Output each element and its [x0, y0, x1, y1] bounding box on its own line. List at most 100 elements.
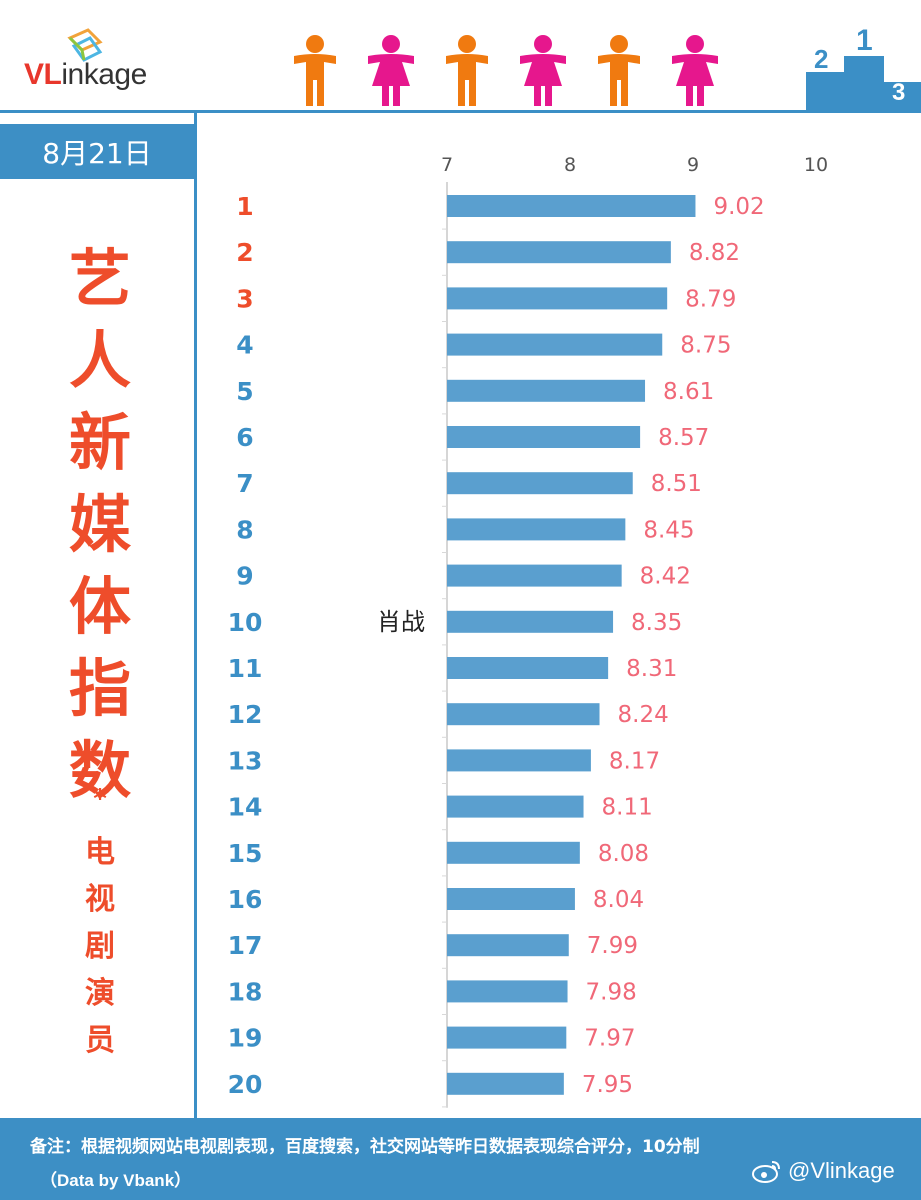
logo-mark-icon — [67, 28, 103, 62]
subtitle-char: 视 — [85, 882, 115, 917]
subtitle-char: 员 — [85, 1023, 115, 1058]
value-label: 7.95 — [582, 1072, 633, 1098]
x-tick-label: 8 — [564, 154, 576, 176]
rank-label: 16 — [228, 885, 263, 914]
watermark: @Vlinkage — [752, 1158, 895, 1184]
title-char: 艺 — [68, 242, 131, 315]
podium-icon: 2 1 3 — [806, 26, 921, 110]
male-person-icon — [294, 35, 336, 106]
vlinkage-logo: VLinkage — [24, 28, 194, 98]
footer: 备注：根据视频网站电视剧表现，百度搜索，社交网站等昨日数据表现综合评分，10分制… — [0, 1118, 921, 1200]
bar — [447, 934, 569, 957]
logo-text: VLinkage — [24, 58, 147, 92]
rank-label: 17 — [228, 931, 263, 960]
value-label: 8.08 — [598, 841, 649, 867]
male-person-icon — [446, 35, 488, 106]
side-divider — [194, 113, 197, 1118]
rank-label: 2 — [236, 238, 253, 267]
watermark-text: @Vlinkage — [788, 1158, 895, 1183]
rank-label: 9 — [236, 562, 253, 591]
title-char: 指 — [68, 652, 131, 725]
rank-label: 18 — [228, 977, 263, 1006]
bar — [447, 888, 575, 910]
bar — [447, 980, 568, 1003]
rank-label: 10 — [228, 608, 263, 637]
bar — [447, 379, 646, 402]
value-label: 7.97 — [584, 1026, 635, 1052]
bar — [447, 564, 622, 587]
value-label: 8.45 — [643, 517, 694, 543]
value-label: 9.02 — [713, 194, 764, 220]
value-label: 8.31 — [626, 656, 677, 682]
rank-label: 1 — [236, 192, 253, 221]
rank-label: 13 — [228, 746, 263, 775]
female-person-icon — [672, 35, 718, 106]
title-char: 人 — [68, 324, 131, 397]
subtitle-char: 电 — [85, 835, 115, 870]
rank-label: 20 — [228, 1070, 263, 1099]
bar — [447, 287, 668, 310]
bar — [447, 703, 600, 726]
value-label: 7.98 — [586, 979, 637, 1005]
x-tick-label: 10 — [804, 154, 828, 176]
rank-label: 8 — [236, 515, 253, 544]
bar — [447, 426, 641, 448]
rank-label: 4 — [236, 331, 253, 360]
x-tick-label: 9 — [687, 154, 699, 176]
rank-label: 14 — [228, 793, 263, 822]
value-label: 8.17 — [609, 748, 660, 774]
podium-digit-2: 2 — [814, 44, 828, 74]
rank-label: 12 — [228, 700, 263, 729]
rank-label: 7 — [236, 469, 253, 498]
female-person-icon — [368, 35, 414, 106]
value-label: 8.42 — [640, 564, 691, 590]
value-label: 8.79 — [685, 286, 736, 312]
value-label: 8.04 — [593, 887, 644, 913]
subtitle-char: 演 — [85, 976, 115, 1011]
weibo-icon — [752, 1161, 780, 1183]
female-person-icon — [520, 35, 566, 106]
value-label: 8.75 — [680, 333, 731, 359]
bar — [447, 241, 671, 264]
bar — [447, 657, 609, 679]
value-label: 8.11 — [602, 795, 653, 821]
podium-digit-3: 3 — [892, 79, 905, 106]
footer-source: （Data by Vbank） — [40, 1171, 192, 1190]
title-char: 媒 — [68, 488, 131, 561]
logo-suffix: inkage — [61, 58, 147, 91]
header-divider — [0, 110, 921, 113]
bar-chart: 7 8 9 10 1 9.02 2 8.82 3 8.79 4 8.75 5 8.61 6 8.57 7 8.51… — [228, 154, 828, 1108]
rank-label: 6 — [236, 423, 253, 452]
podium-digit-1: 1 — [856, 26, 873, 57]
title-char: 数 — [68, 734, 131, 807]
value-label: 8.24 — [618, 702, 669, 728]
rank-label: 3 — [236, 284, 253, 313]
chart-title: 艺 人 新 媒 体 指 数 — [40, 238, 160, 812]
bar — [447, 1072, 564, 1095]
bar — [447, 749, 591, 772]
rank-label: 11 — [228, 654, 263, 683]
bar — [447, 610, 614, 633]
title-star: * — [93, 784, 107, 814]
bar — [447, 518, 626, 541]
bar — [447, 333, 663, 356]
subtitle-char: 剧 — [85, 929, 115, 964]
footer-note: 备注：根据视频网站电视剧表现，百度搜索，社交网站等昨日数据表现综合评分，10分制 — [30, 1137, 700, 1157]
rank-label: 5 — [236, 377, 253, 406]
title-char: 新 — [68, 406, 131, 479]
title-char: 体 — [68, 570, 131, 643]
artist-name-label: 肖战 — [377, 608, 425, 636]
value-label: 8.57 — [658, 425, 709, 451]
header: VLinkage 2 1 3 — [0, 0, 921, 110]
value-label: 8.35 — [631, 610, 682, 636]
male-person-icon — [598, 35, 640, 106]
bar — [447, 195, 696, 217]
value-label: 7.99 — [587, 933, 638, 959]
rank-label: 15 — [228, 839, 263, 868]
bar — [447, 795, 584, 818]
people-icons — [284, 34, 724, 106]
x-tick-label: 7 — [441, 154, 453, 176]
bar — [447, 841, 580, 864]
chart-subtitle: 电 视 剧 演 员 — [40, 829, 160, 1064]
date-label: 8月21日 — [0, 124, 194, 179]
